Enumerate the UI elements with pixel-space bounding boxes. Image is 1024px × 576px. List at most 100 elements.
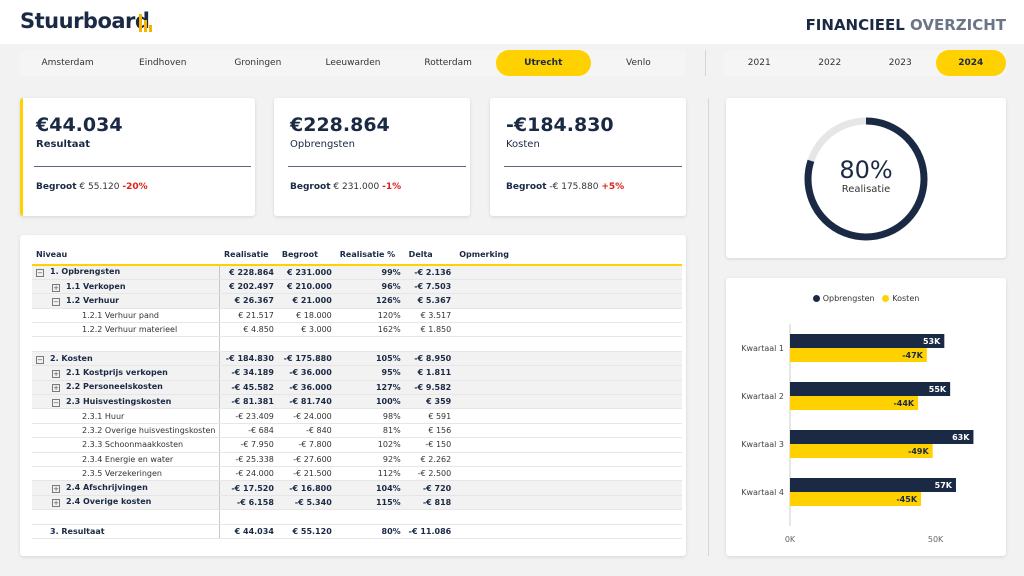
column-header[interactable]: Niveau xyxy=(32,245,220,266)
row-label-cell: +2.4 Afschrijvingen xyxy=(32,480,221,496)
data-label: -49K xyxy=(908,447,929,456)
kpi-budget-delta: -1% xyxy=(382,182,402,192)
year-2022[interactable]: 2022 xyxy=(818,58,842,68)
cell-realisatie: € 26.367 xyxy=(219,293,278,309)
row-label-cell: 1.2.2 Verhuur materieel xyxy=(32,322,221,338)
kpi-value: -€184.830 xyxy=(506,114,614,136)
table-row: 2.3.2 Overige huisvestingskosten -€ 684 -€… xyxy=(32,423,682,439)
logo: Stuurboard xyxy=(20,9,150,33)
city-groningen[interactable]: Groningen xyxy=(234,58,282,68)
cell-pct: 162% xyxy=(335,322,405,338)
bar-opbrengsten xyxy=(790,382,951,396)
cell-opmerking xyxy=(455,394,682,410)
data-label: -47K xyxy=(902,351,923,360)
table-row: 2.3.1 Huur -€ 23.409 -€ 24.000 98% € 591 xyxy=(32,408,682,424)
cell-opmerking xyxy=(455,365,682,381)
bar-kosten xyxy=(790,348,927,362)
city-eindhoven[interactable]: Eindhoven xyxy=(139,58,187,68)
cell-realisatie: -€ 684 xyxy=(219,423,278,439)
cell-pct: 100% xyxy=(335,394,405,410)
collapse-icon[interactable]: − xyxy=(52,398,60,407)
category-label: Kwartaal 1 xyxy=(741,344,784,353)
top-bar: Stuurboard FINANCIEEL OVERZICHT xyxy=(0,0,1024,44)
column-header[interactable]: Opmerking xyxy=(455,245,682,266)
kpi-budget-label: Begroot xyxy=(36,182,77,192)
column-header[interactable]: Realisatie xyxy=(219,245,278,266)
cell-delta: € 3.517 xyxy=(404,308,456,324)
cell-opmerking xyxy=(455,423,682,439)
cell-delta: € 1.811 xyxy=(404,365,456,381)
table-row: −2. Kosten -€ 184.830 -€ 175.880 105% -€ 8.9… xyxy=(32,351,682,367)
expand-icon[interactable]: + xyxy=(52,485,60,494)
realisatie-percent: 80% xyxy=(839,156,893,184)
expand-icon[interactable]: + xyxy=(52,283,60,292)
expand-icon[interactable]: + xyxy=(52,499,60,508)
collapse-icon[interactable]: − xyxy=(36,355,44,364)
kpi-accent xyxy=(20,98,23,216)
cell-opmerking xyxy=(455,308,682,324)
kpi-budget-delta: -20% xyxy=(122,182,148,192)
kpi-budget-label: Begroot xyxy=(506,182,547,192)
column-header[interactable]: Delta xyxy=(404,245,456,266)
cell-delta: € 5.367 xyxy=(404,293,456,309)
table-cell xyxy=(277,509,336,525)
year-2021[interactable]: 2021 xyxy=(747,58,771,68)
cell-opmerking xyxy=(455,495,682,511)
cell-pct: 96% xyxy=(335,279,405,295)
collapse-icon[interactable]: − xyxy=(36,269,44,278)
row-label: 2.2 Personeelskosten xyxy=(66,382,163,392)
slicer-divider xyxy=(705,50,706,76)
cell-realisatie: -€ 17.520 xyxy=(219,480,278,496)
expand-icon[interactable]: + xyxy=(52,384,60,393)
cell-begroot: -€ 5.340 xyxy=(277,495,336,511)
kpi-card-resultaat: €44.034 Resultaat Begroot € 55.120 -20% xyxy=(20,98,255,216)
table-spacer-row xyxy=(32,509,682,525)
cell-realisatie: -€ 23.409 xyxy=(219,408,278,424)
page-title: FINANCIEEL OVERZICHT xyxy=(806,16,1006,34)
bar-opbrengsten xyxy=(790,478,956,492)
kpi-budget-label: Begroot xyxy=(290,182,331,192)
column-header[interactable]: Realisatie % xyxy=(335,245,405,266)
cell-realisatie: -€ 45.582 xyxy=(219,380,278,396)
city-slicer: Amsterdam Eindhoven Groningen Leeuwarden Rot… xyxy=(20,50,686,76)
cell-realisatie: -€ 6.158 xyxy=(219,495,278,511)
city-utrecht[interactable]: Utrecht xyxy=(495,50,591,76)
row-label-cell: −1.2 Verhuur xyxy=(32,293,221,309)
year-2023[interactable]: 2023 xyxy=(888,58,912,68)
row-label: 2.4 Afschrijvingen xyxy=(66,483,148,493)
cell-realisatie: -€ 24.000 xyxy=(219,466,278,482)
column-header[interactable]: Begroot xyxy=(277,245,336,266)
category-label: Kwartaal 3 xyxy=(741,440,784,449)
table-row: 2.3.4 Energie en water -€ 25.338 -€ 27.600… xyxy=(32,452,682,467)
row-label-cell: 2.3.4 Energie en water xyxy=(32,452,221,467)
table-cell xyxy=(404,336,456,352)
cell-pct: 104% xyxy=(335,480,405,496)
cell-begroot: -€ 21.500 xyxy=(277,466,336,482)
row-label-cell: +2.2 Personeelskosten xyxy=(32,380,221,396)
cell-opmerking xyxy=(455,380,682,396)
city-leeuwarden[interactable]: Leeuwarden xyxy=(325,58,381,68)
kpi-budget-value: -€ 175.880 xyxy=(549,182,599,192)
year-2024[interactable]: 2024 xyxy=(935,50,1006,76)
legend-label-kosten: Kosten xyxy=(892,294,920,303)
cell-pct: 99% xyxy=(335,265,405,280)
row-label: 1.2.2 Verhuur materieel xyxy=(82,325,178,335)
page-title-bold: FINANCIEEL xyxy=(805,16,905,34)
x-tick-label: 50K xyxy=(928,535,944,544)
realisatie-donut xyxy=(804,117,928,241)
row-label: 2.4 Overige kosten xyxy=(66,497,152,507)
city-rotterdam[interactable]: Rotterdam xyxy=(424,58,472,68)
collapse-icon[interactable]: − xyxy=(52,297,60,306)
city-venlo[interactable]: Venlo xyxy=(626,58,651,68)
table-row: 1.2.1 Verhuur pand € 21.517 € 18.000 120% € … xyxy=(32,308,682,324)
table-cell xyxy=(455,509,682,525)
cell-begroot: € 18.000 xyxy=(277,308,336,324)
table-row: −2.3 Huisvestingskosten -€ 81.381 -€ 81.74… xyxy=(32,394,682,410)
cell-delta: € 359 xyxy=(404,394,456,410)
cell-delta: € 1.850 xyxy=(404,322,456,338)
city-amsterdam[interactable]: Amsterdam xyxy=(41,58,94,68)
cell-realisatie: € 4.850 xyxy=(219,322,278,338)
row-label-cell: 2.3.2 Overige huisvestingskosten xyxy=(32,423,221,439)
row-label-cell: 2.3.5 Verzekeringen xyxy=(32,466,221,482)
expand-icon[interactable]: + xyxy=(52,369,60,378)
